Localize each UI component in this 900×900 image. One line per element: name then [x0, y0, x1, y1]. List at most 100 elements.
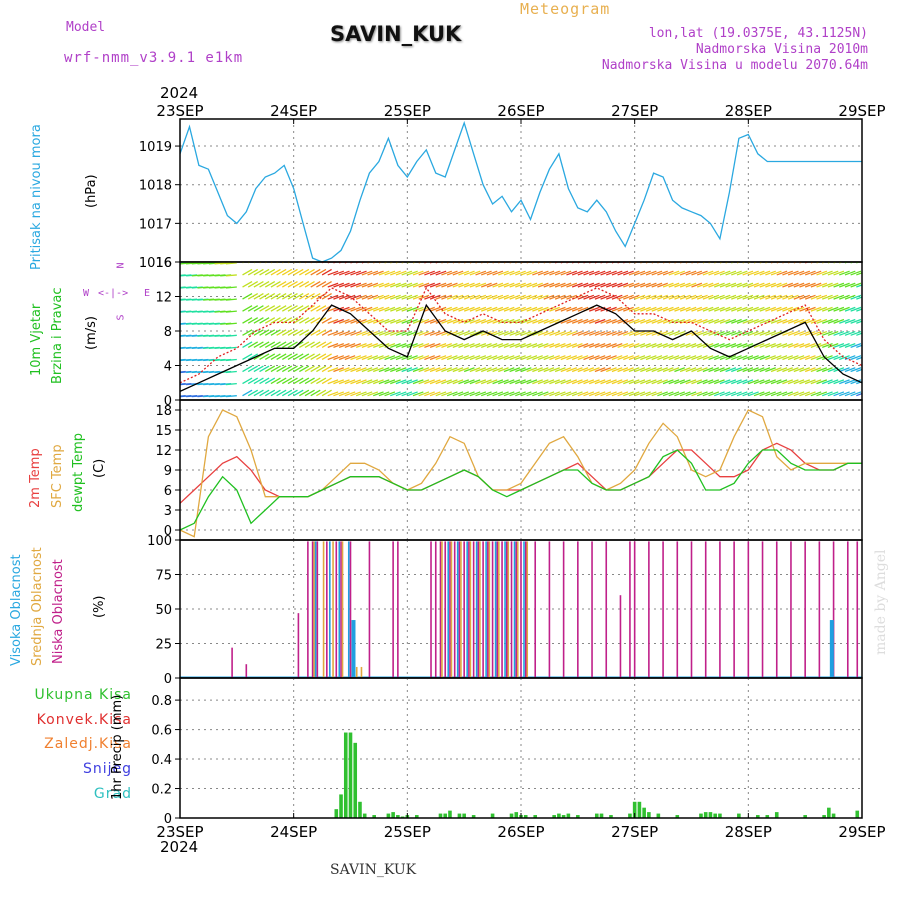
- wind-arrow: [475, 355, 487, 361]
- wind-arrow: [816, 318, 828, 324]
- wind-arrow: [384, 330, 396, 336]
- wind-arrow: [628, 330, 640, 336]
- wind-arrow: [498, 306, 509, 312]
- wind-arrow: [338, 282, 350, 288]
- wind-arrow: [395, 270, 407, 276]
- model-elevation-text: Nadmorska Visina u modelu 2070.64m: [601, 58, 868, 73]
- wind-arrow: [424, 270, 435, 276]
- wind-arrow: [588, 391, 600, 397]
- wind-arrow: [821, 379, 833, 385]
- wind-arrow: [554, 343, 566, 348]
- wind-arrow: [651, 318, 663, 324]
- wind-arrow: [702, 318, 714, 324]
- wind-arrow: [594, 391, 606, 397]
- wind-arrow: [304, 341, 315, 348]
- wind-arrow: [242, 353, 253, 361]
- wind-arrow: [441, 379, 452, 385]
- wind-arrow: [355, 367, 367, 373]
- wind-arrow: [469, 391, 481, 397]
- wind-arrow: [270, 293, 281, 300]
- wind-arrow: [668, 379, 680, 385]
- wind-arrow: [759, 270, 771, 276]
- footer-station: SAVIN_KUK: [330, 862, 417, 878]
- wind-arrow: [708, 306, 720, 312]
- wind-arrow: [600, 294, 612, 300]
- wind-arrow: [441, 270, 452, 276]
- wind-arrow: [321, 353, 332, 361]
- wind-arrow: [424, 391, 435, 397]
- wind-arrow: [770, 391, 782, 397]
- wind-arrow: [384, 306, 396, 312]
- wind-arrow: [242, 329, 253, 336]
- wind-arrow: [537, 270, 549, 276]
- wind-arrow: [378, 355, 390, 361]
- wind-arrow: [418, 282, 430, 288]
- wind-arrow: [708, 391, 720, 397]
- wind-arrow: [685, 270, 697, 276]
- wind-arrow: [674, 367, 686, 373]
- wind-arrow: [662, 367, 674, 373]
- wind-arrow: [537, 343, 549, 348]
- wind-arrow: [571, 330, 583, 336]
- wind-arrow: [469, 367, 481, 373]
- wind-arrow: [515, 367, 526, 373]
- precip-bar: [675, 815, 680, 818]
- wind-arrow: [782, 355, 793, 361]
- wind-arrow: [810, 343, 822, 348]
- wind-arrow-field: [180, 262, 862, 398]
- wind-arrow: [390, 318, 401, 324]
- wind-arrow: [588, 355, 600, 361]
- wind-arrow: [674, 343, 686, 348]
- wind-arrow: [452, 294, 464, 300]
- wind-arrow: [577, 294, 589, 300]
- precip-bar: [339, 794, 343, 818]
- wind-arrow: [850, 391, 862, 397]
- wind-arrow: [520, 270, 532, 276]
- wind-arrow: [606, 355, 617, 361]
- wind-arrow: [259, 341, 270, 348]
- wind-arrow: [509, 355, 521, 361]
- wind-arrow: [412, 343, 424, 348]
- wind-arrow: [742, 270, 754, 276]
- wind-arrow: [816, 379, 828, 385]
- wind-arrow: [640, 306, 651, 312]
- wind-arrow: [424, 367, 435, 373]
- wind-arrow: [560, 330, 572, 336]
- wind-arrow: [566, 355, 578, 361]
- legend-snow: Snijeg: [82, 761, 132, 777]
- wind-arrow: [361, 391, 373, 397]
- wind-arrow: [287, 268, 298, 276]
- wind-arrow: [787, 367, 799, 373]
- wind-arrow: [441, 330, 452, 336]
- wind-arrow: [367, 367, 379, 373]
- wind-arrow: [532, 330, 543, 336]
- wind-arrow: [628, 270, 640, 276]
- wind-arrow: [310, 317, 321, 324]
- wind-arrow: [554, 270, 566, 276]
- wind-arrow: [390, 391, 401, 397]
- wind-arrow: [708, 318, 720, 324]
- wind-arrow: [782, 343, 793, 348]
- panel-wind: 0 4 8 12 16: [155, 256, 863, 409]
- wind-arrow: [412, 282, 424, 288]
- wind-arrow: [685, 306, 697, 312]
- wind-arrow: [787, 343, 799, 348]
- wind-arrow: [554, 294, 566, 300]
- wind-arrow: [259, 353, 270, 361]
- wind-arrow: [566, 270, 578, 276]
- wind-arrow: [515, 330, 526, 336]
- wind-arrow: [338, 318, 350, 324]
- compass-east: E: [144, 288, 151, 299]
- wind-arrow: [475, 391, 487, 397]
- wind-arrow: [776, 318, 788, 324]
- wind-arrow: [804, 306, 816, 312]
- wind-arrow: [350, 318, 362, 324]
- precip-bar: [708, 812, 713, 818]
- ytick-label: 100: [147, 534, 172, 549]
- wind-arrow: [350, 343, 362, 348]
- wind-arrow: [765, 318, 776, 324]
- wind-arrow: [628, 343, 640, 348]
- wind-arrow: [321, 329, 332, 336]
- wind-arrow: [742, 391, 754, 397]
- model-label: Model: [66, 20, 106, 35]
